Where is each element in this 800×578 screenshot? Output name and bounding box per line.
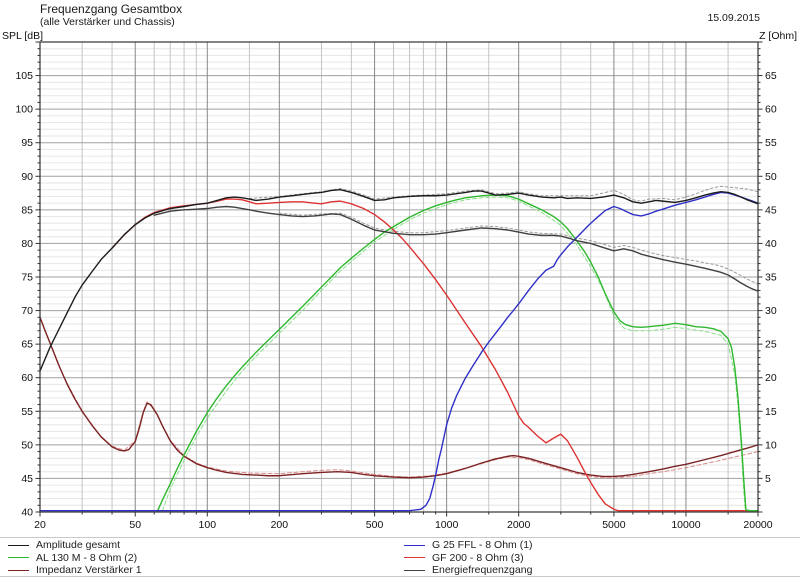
legend-label: Amplitude gesamt xyxy=(36,539,121,551)
legend-line-swatch xyxy=(404,557,425,559)
frequency-tick-label: 500 xyxy=(366,519,384,531)
legend-line-swatch xyxy=(8,544,29,546)
series-amplitude_ref xyxy=(248,185,759,202)
series-energie_ref xyxy=(278,212,759,285)
legend-item: G 25 FFL - 8 Ohm (1) xyxy=(404,539,533,552)
spl-tick-label: 40 xyxy=(21,507,33,519)
impedance-tick-label: 30 xyxy=(765,305,777,317)
legend-label: Impedanz Verstärker 1 xyxy=(36,564,142,576)
series-al130_ref xyxy=(162,196,754,512)
impedance-tick-label: 10 xyxy=(765,439,777,451)
legend-item: Impedanz Verstärker 1 xyxy=(8,564,142,577)
spl-tick-label: 95 xyxy=(21,137,33,149)
chart-legend: Amplitude gesamt AL 130 M - 8 Ohm (2) Impe… xyxy=(0,537,800,577)
legend-line-swatch xyxy=(404,544,425,546)
frequency-tick-label: 10000 xyxy=(671,519,700,531)
legend-item: Amplitude gesamt xyxy=(8,539,142,552)
impedance-tick-label: 55 xyxy=(765,137,777,149)
plot-frame xyxy=(39,41,759,513)
spl-tick-label: 50 xyxy=(21,439,33,451)
grid-horizontal-minor xyxy=(40,48,758,506)
grid-horizontal-major xyxy=(40,75,758,479)
frequency-tick-label: 5000 xyxy=(602,519,626,531)
left-axis-ticks: 40 45 50 55 60 65 70 75 80 85 90 95 100 105 xyxy=(15,41,40,519)
frequency-tick-label: 100 xyxy=(199,519,217,531)
legend-column-2: G 25 FFL - 8 Ohm (1) GF 200 - 8 Ohm (3) En… xyxy=(404,539,533,577)
series-g25 xyxy=(39,191,759,512)
frequency-tick-label: 20000 xyxy=(743,519,772,531)
spl-tick-label: 55 xyxy=(21,406,33,418)
impedance-tick-label: 50 xyxy=(765,171,777,183)
legend-column-1: Amplitude gesamt AL 130 M - 8 Ohm (2) Impe… xyxy=(8,539,142,577)
frequency-tick-label: 2000 xyxy=(507,519,531,531)
series-impedanz xyxy=(39,316,759,479)
frequency-tick-label: 1000 xyxy=(435,519,459,531)
series-energie xyxy=(153,205,759,292)
legend-label: GF 200 - 8 Ohm (3) xyxy=(432,551,524,564)
x-axis-ticks: 20 50 100 200 500 1000 2000 5000 10000 20000 xyxy=(34,512,773,531)
spl-tick-label: 105 xyxy=(15,70,33,82)
impedance-tick-label: 15 xyxy=(765,406,777,418)
legend-label: AL 130 M - 8 Ohm (2) xyxy=(36,551,138,564)
impedance-axis-label: Z [Ohm] xyxy=(759,30,797,42)
spl-tick-label: 75 xyxy=(21,272,33,284)
series-amplitude xyxy=(39,189,759,372)
right-axis-ticks: 5 10 15 20 25 30 35 40 45 50 55 60 65 xyxy=(758,41,777,513)
series-gf200 xyxy=(111,198,759,512)
frequency-tick-label: 20 xyxy=(34,519,46,531)
page-title: Frequenzgang Gesamtbox xyxy=(40,2,183,16)
legend-label: Energiefrequenzgang xyxy=(432,564,533,576)
frequency-response-plot: 40 45 50 55 60 65 70 75 80 85 90 95 100 105 5 10 15 20 25 3… xyxy=(15,41,777,531)
impedance-tick-label: 60 xyxy=(765,104,777,116)
impedance-tick-label: 35 xyxy=(765,272,777,284)
legend-line-swatch xyxy=(404,569,425,571)
impedance-tick-label: 20 xyxy=(765,372,777,384)
spl-axis-label: SPL [dB] xyxy=(2,30,44,42)
spl-tick-label: 100 xyxy=(15,104,33,116)
legend-item: AL 130 M - 8 Ohm (2) xyxy=(8,552,142,565)
spl-tick-label: 65 xyxy=(21,339,33,351)
impedance-tick-label: 65 xyxy=(765,70,777,82)
impedance-tick-label: 40 xyxy=(765,238,777,250)
impedance-tick-label: 5 xyxy=(765,473,771,485)
impedance-tick-label: 45 xyxy=(765,204,777,216)
series-al130 xyxy=(156,194,759,512)
spl-tick-label: 70 xyxy=(21,305,33,317)
impedance-tick-label: 25 xyxy=(765,339,777,351)
legend-line-swatch xyxy=(8,569,29,571)
legend-item: Energiefrequenzgang xyxy=(404,564,533,577)
date-label: 15.09.2015 xyxy=(707,12,760,24)
page-subtitle: (alle Verstärker und Chassis) xyxy=(40,16,175,28)
spl-tick-label: 80 xyxy=(21,238,33,250)
legend-item: GF 200 - 8 Ohm (3) xyxy=(404,552,533,565)
spl-tick-label: 85 xyxy=(21,204,33,216)
spl-tick-label: 60 xyxy=(21,372,33,384)
legend-label: G 25 FFL - 8 Ohm (1) xyxy=(432,539,533,551)
frequency-tick-label: 200 xyxy=(271,519,289,531)
frequency-tick-label: 50 xyxy=(129,519,141,531)
spl-tick-label: 45 xyxy=(21,473,33,485)
legend-line-swatch xyxy=(8,557,29,559)
spl-tick-label: 90 xyxy=(21,171,33,183)
